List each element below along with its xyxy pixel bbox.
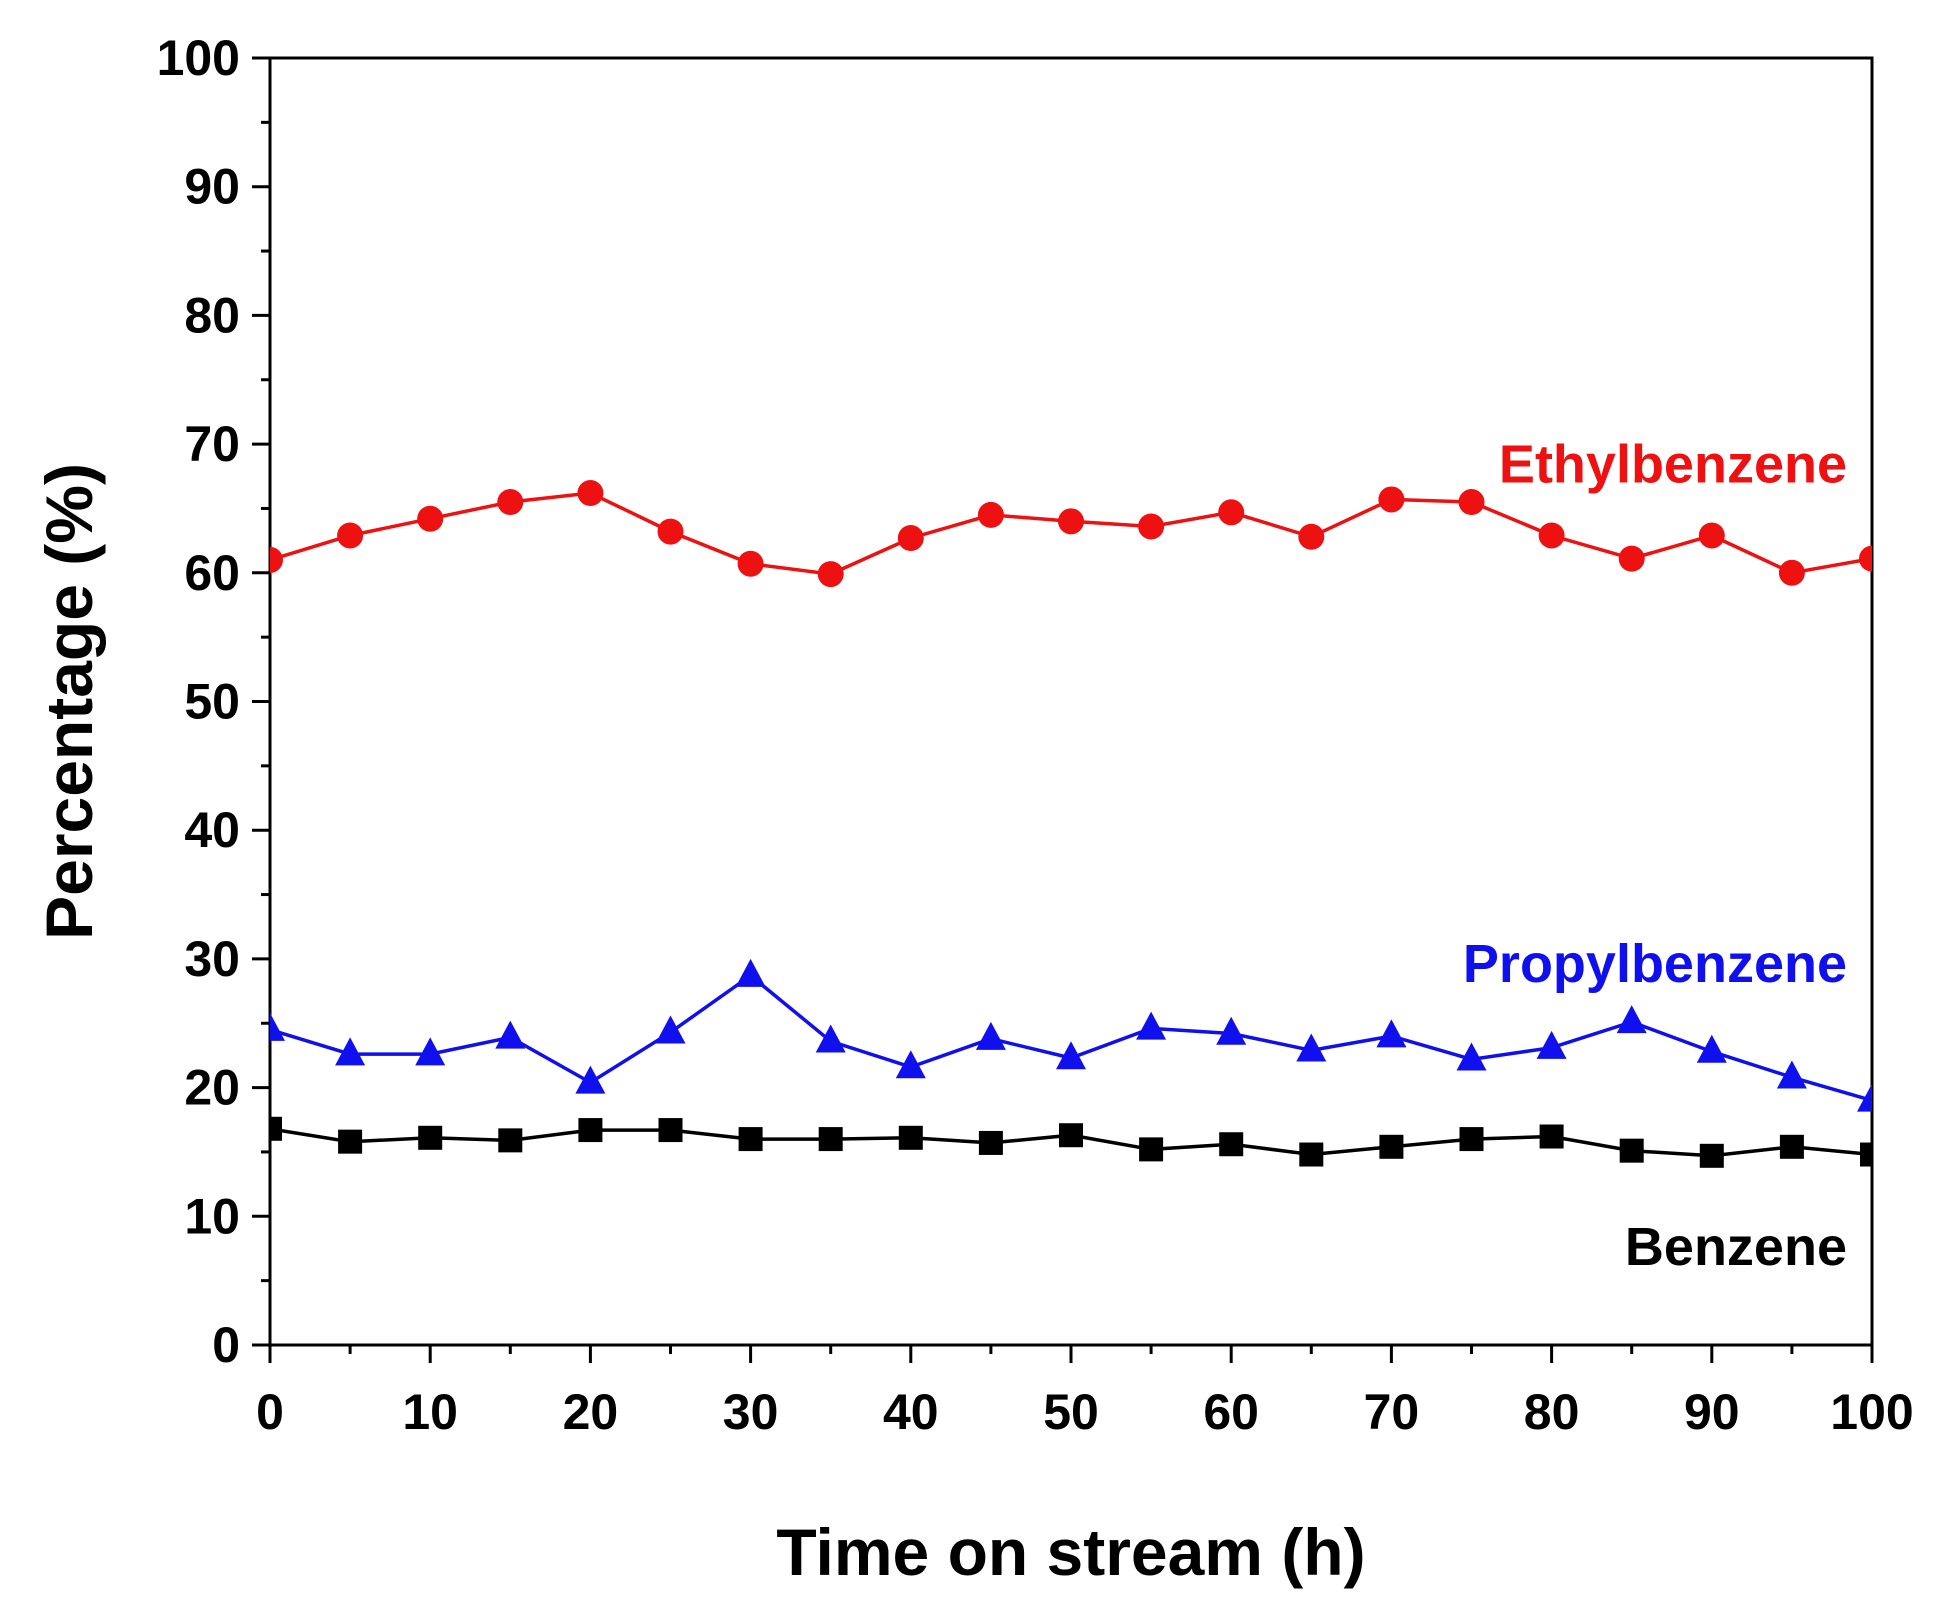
- data-point-propylbenzene: [1776, 1060, 1807, 1089]
- data-point-propylbenzene: [1056, 1041, 1086, 1070]
- data-point-propylbenzene: [1696, 1034, 1727, 1063]
- data-point-ethylbenzene: [1538, 522, 1565, 549]
- y-tick-label: 10: [184, 1188, 240, 1244]
- data-point-benzene: [338, 1129, 363, 1154]
- data-point-benzene: [1219, 1132, 1244, 1157]
- data-point-benzene: [738, 1127, 763, 1152]
- data-point-propylbenzene: [495, 1020, 526, 1049]
- x-tick-label: 20: [563, 1384, 619, 1440]
- data-point-benzene: [1379, 1134, 1404, 1159]
- data-point-benzene: [898, 1125, 923, 1150]
- data-point-benzene: [658, 1118, 683, 1143]
- data-point-propylbenzene: [1296, 1033, 1327, 1062]
- data-point-propylbenzene: [1616, 1005, 1647, 1034]
- series-benzene: [270, 1116, 1872, 1168]
- y-tick-label: 0: [212, 1317, 240, 1373]
- data-point-benzene: [1860, 1142, 1872, 1167]
- x-tick-label: 30: [723, 1384, 779, 1440]
- data-point-ethylbenzene: [1778, 559, 1805, 586]
- data-point-benzene: [1779, 1134, 1804, 1159]
- x-tick-label: 70: [1364, 1384, 1420, 1440]
- data-point-ethylbenzene: [1218, 499, 1245, 526]
- series-ethylbenzene: [270, 480, 1872, 588]
- y-tick-label: 20: [184, 1060, 240, 1116]
- data-point-ethylbenzene: [270, 546, 283, 573]
- x-tick-label: 60: [1203, 1384, 1259, 1440]
- y-tick-label: 30: [184, 931, 240, 987]
- data-point-ethylbenzene: [657, 518, 684, 545]
- x-tick-label: 90: [1684, 1384, 1740, 1440]
- y-tick-label: 50: [184, 674, 240, 730]
- data-point-benzene: [578, 1118, 603, 1143]
- x-tick-label: 40: [883, 1384, 939, 1440]
- data-point-propylbenzene: [335, 1037, 366, 1066]
- data-point-benzene: [1139, 1137, 1164, 1162]
- data-point-ethylbenzene: [497, 489, 524, 516]
- data-point-propylbenzene: [735, 958, 766, 987]
- x-tick-label: 50: [1043, 1384, 1099, 1440]
- y-tick-label: 80: [184, 287, 240, 343]
- data-point-ethylbenzene: [1698, 522, 1725, 549]
- x-tick-label: 10: [402, 1384, 458, 1440]
- data-point-propylbenzene: [1456, 1042, 1487, 1071]
- data-point-propylbenzene: [1136, 1011, 1167, 1040]
- data-point-benzene: [978, 1130, 1003, 1155]
- y-tick-label: 70: [184, 416, 240, 472]
- data-point-benzene: [270, 1116, 282, 1141]
- data-point-propylbenzene: [415, 1037, 446, 1066]
- data-point-ethylbenzene: [1298, 523, 1325, 550]
- y-tick-label: 40: [184, 802, 240, 858]
- series-propylbenzene: [270, 958, 1872, 1112]
- x-axis-title: Time on stream (h): [776, 1515, 1365, 1589]
- x-tick-label: 0: [256, 1384, 284, 1440]
- data-point-ethylbenzene: [1058, 508, 1084, 535]
- data-point-benzene: [1299, 1142, 1324, 1167]
- data-point-ethylbenzene: [337, 522, 364, 549]
- axes-layer: 0 10 20 30 40 50 60 70 80 90 100 0 10 20 30 40 50 60 70 80 9…: [157, 30, 1914, 1440]
- data-point-propylbenzene: [975, 1021, 1006, 1050]
- data-point-propylbenzene: [895, 1050, 926, 1079]
- data-point-ethylbenzene: [1618, 545, 1645, 572]
- data-point-ethylbenzene: [1458, 489, 1485, 516]
- data-point-benzene: [1619, 1138, 1644, 1163]
- data-point-ethylbenzene: [577, 480, 604, 507]
- data-point-benzene: [1459, 1127, 1484, 1152]
- data-point-propylbenzene: [270, 1012, 285, 1041]
- data-point-propylbenzene: [815, 1024, 846, 1053]
- data-point-ethylbenzene: [1859, 545, 1872, 572]
- data-point-propylbenzene: [575, 1065, 606, 1094]
- data-point-propylbenzene: [655, 1015, 686, 1044]
- data-point-ethylbenzene: [1378, 486, 1405, 513]
- data-point-propylbenzene: [1536, 1030, 1567, 1059]
- x-tick-label: 100: [1830, 1384, 1913, 1440]
- series-label-benzene: Benzene: [1625, 1217, 1847, 1277]
- data-point-benzene: [1699, 1143, 1724, 1168]
- data-point-propylbenzene: [1376, 1019, 1407, 1048]
- data-point-propylbenzene: [1216, 1016, 1247, 1045]
- y-axis-title: Percentage (%): [32, 463, 106, 940]
- y-tick-label: 60: [184, 545, 240, 601]
- series-clip-group: [270, 480, 1872, 1168]
- data-point-ethylbenzene: [1138, 513, 1165, 540]
- y-tick-label: 90: [184, 159, 240, 215]
- data-point-benzene: [418, 1125, 443, 1150]
- y-tick-label: 100: [157, 30, 240, 86]
- data-point-benzene: [498, 1128, 523, 1153]
- data-point-ethylbenzene: [977, 501, 1004, 528]
- series-label-propylbenzene: Propylbenzene: [1463, 934, 1847, 994]
- data-point-ethylbenzene: [737, 550, 764, 577]
- data-point-ethylbenzene: [417, 505, 444, 532]
- series-layer: [270, 480, 1872, 1168]
- data-point-propylbenzene: [1857, 1083, 1872, 1112]
- data-point-ethylbenzene: [817, 561, 844, 588]
- data-point-benzene: [1539, 1124, 1564, 1149]
- labels-layer: Time on stream (h) Percentage (%) Ethylben…: [32, 435, 1847, 1589]
- data-point-benzene: [818, 1127, 843, 1152]
- data-point-benzene: [1059, 1123, 1083, 1148]
- x-tick-label: 80: [1524, 1384, 1580, 1440]
- series-label-ethylbenzene: Ethylbenzene: [1499, 435, 1847, 495]
- data-point-ethylbenzene: [897, 525, 924, 552]
